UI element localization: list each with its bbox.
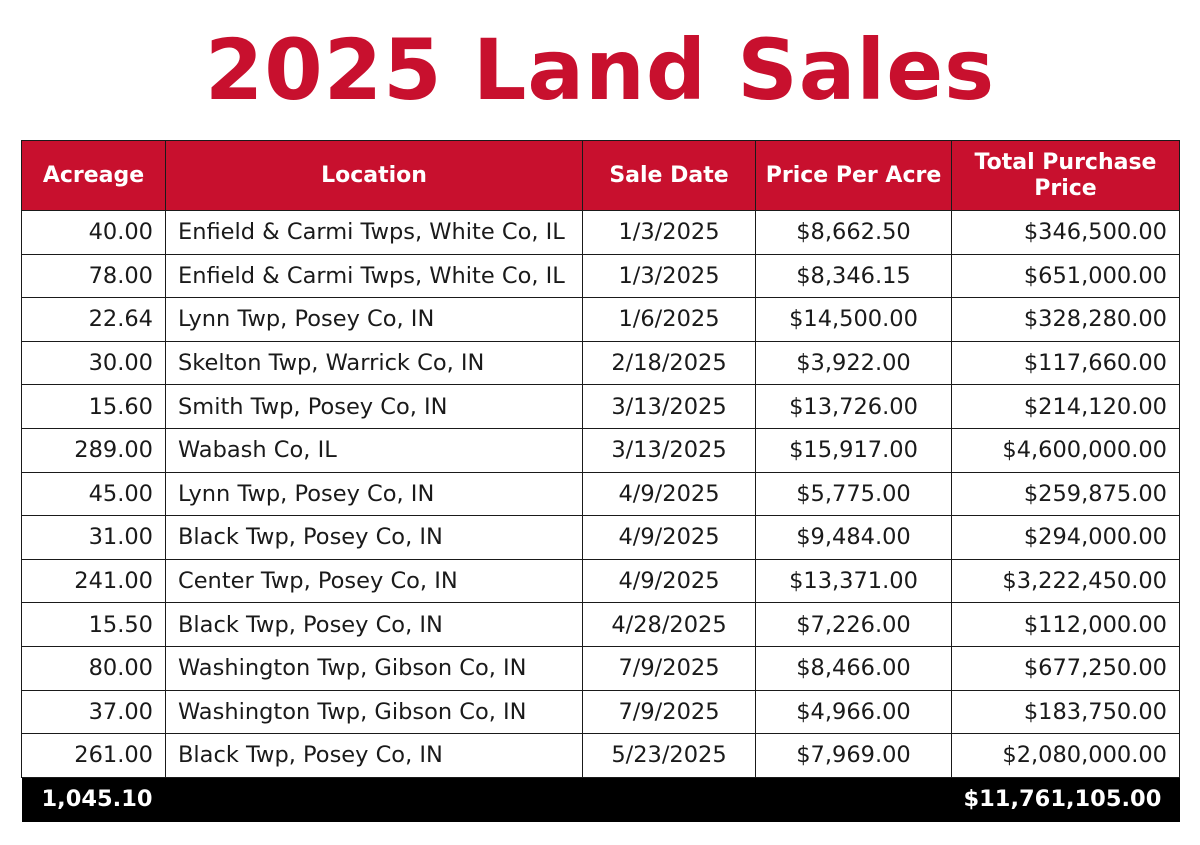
cell-total-purchase-price: $651,000.00 bbox=[951, 253, 1180, 299]
cell-price-per-acre: $8,466.00 bbox=[755, 645, 952, 691]
cell-sale-date: 7/9/2025 bbox=[582, 645, 756, 691]
cell-location: Lynn Twp, Posey Co, IN bbox=[165, 471, 583, 517]
cell-price-per-acre: $8,662.50 bbox=[755, 210, 952, 255]
table-row: 22.64 Lynn Twp, Posey Co, IN 1/6/2025 $14,5… bbox=[21, 297, 1180, 342]
totals-spacer bbox=[165, 776, 583, 822]
cell-acreage: 261.00 bbox=[21, 733, 166, 778]
cell-location: Black Twp, Posey Co, IN bbox=[165, 515, 583, 560]
cell-sale-date: 7/9/2025 bbox=[582, 689, 756, 735]
cell-acreage: 80.00 bbox=[21, 645, 166, 691]
cell-price-per-acre: $13,371.00 bbox=[755, 558, 952, 604]
cell-acreage: 289.00 bbox=[21, 427, 166, 473]
cell-price-per-acre: $3,922.00 bbox=[755, 340, 952, 386]
table-row: 40.00 Enfield & Carmi Twps, White Co, IL 1… bbox=[21, 210, 1180, 255]
cell-price-per-acre: $15,917.00 bbox=[755, 427, 952, 473]
header-acreage: Acreage bbox=[21, 140, 166, 211]
cell-location: Black Twp, Posey Co, IN bbox=[165, 733, 583, 778]
table-row: 45.00 Lynn Twp, Posey Co, IN 4/9/2025 $5,77… bbox=[21, 471, 1180, 517]
table-row: 241.00 Center Twp, Posey Co, IN 4/9/2025 $1… bbox=[21, 558, 1180, 604]
total-acreage: 1,045.10 bbox=[21, 776, 166, 822]
cell-acreage: 30.00 bbox=[21, 340, 166, 386]
cell-sale-date: 1/3/2025 bbox=[582, 210, 756, 255]
table-header-row: Acreage Location Sale Date Price Per Acr… bbox=[21, 140, 1180, 211]
cell-total-purchase-price: $117,660.00 bbox=[951, 340, 1180, 386]
cell-sale-date: 3/13/2025 bbox=[582, 384, 756, 429]
cell-sale-date: 5/23/2025 bbox=[582, 733, 756, 778]
cell-acreage: 40.00 bbox=[21, 210, 166, 255]
cell-sale-date: 4/9/2025 bbox=[582, 471, 756, 517]
cell-sale-date: 4/28/2025 bbox=[582, 602, 756, 647]
cell-acreage: 241.00 bbox=[21, 558, 166, 604]
cell-sale-date: 3/13/2025 bbox=[582, 427, 756, 473]
table-row: 80.00 Washington Twp, Gibson Co, IN 7/9/20… bbox=[21, 645, 1180, 691]
cell-acreage: 15.50 bbox=[21, 602, 166, 647]
cell-price-per-acre: $5,775.00 bbox=[755, 471, 952, 517]
page-title: 2025 Land Sales bbox=[204, 21, 996, 119]
table-row: 289.00 Wabash Co, IL 3/13/2025 $15,917.00 $4… bbox=[21, 427, 1180, 473]
cell-total-purchase-price: $2,080,000.00 bbox=[951, 733, 1180, 778]
cell-total-purchase-price: $214,120.00 bbox=[951, 384, 1180, 429]
table-row: 37.00 Washington Twp, Gibson Co, IN 7/9/20… bbox=[21, 689, 1180, 735]
totals-spacer bbox=[755, 776, 952, 822]
cell-total-purchase-price: $677,250.00 bbox=[951, 645, 1180, 691]
cell-sale-date: 4/9/2025 bbox=[582, 515, 756, 560]
table-row: 261.00 Black Twp, Posey Co, IN 5/23/2025 $7… bbox=[21, 733, 1180, 778]
table-row: 78.00 Enfield & Carmi Twps, White Co, IL 1… bbox=[21, 253, 1180, 299]
cell-price-per-acre: $7,226.00 bbox=[755, 602, 952, 647]
cell-sale-date: 2/18/2025 bbox=[582, 340, 756, 386]
cell-price-per-acre: $14,500.00 bbox=[755, 297, 952, 342]
cell-total-purchase-price: $183,750.00 bbox=[951, 689, 1180, 735]
cell-location: Washington Twp, Gibson Co, IN bbox=[165, 645, 583, 691]
cell-total-purchase-price: $4,600,000.00 bbox=[951, 427, 1180, 473]
cell-location: Wabash Co, IL bbox=[165, 427, 583, 473]
cell-acreage: 31.00 bbox=[21, 515, 166, 560]
cell-price-per-acre: $4,966.00 bbox=[755, 689, 952, 735]
cell-price-per-acre: $8,346.15 bbox=[755, 253, 952, 299]
cell-acreage: 37.00 bbox=[21, 689, 166, 735]
cell-location: Enfield & Carmi Twps, White Co, IL bbox=[165, 210, 583, 255]
cell-sale-date: 1/6/2025 bbox=[582, 297, 756, 342]
table-body: 40.00 Enfield & Carmi Twps, White Co, IL 1… bbox=[21, 210, 1180, 778]
cell-location: Enfield & Carmi Twps, White Co, IL bbox=[165, 253, 583, 299]
cell-total-purchase-price: $294,000.00 bbox=[951, 515, 1180, 560]
table-row: 15.50 Black Twp, Posey Co, IN 4/28/2025 $7,… bbox=[21, 602, 1180, 647]
cell-acreage: 22.64 bbox=[21, 297, 166, 342]
cell-sale-date: 4/9/2025 bbox=[582, 558, 756, 604]
table-row: 31.00 Black Twp, Posey Co, IN 4/9/2025 $9,4… bbox=[21, 515, 1180, 560]
cell-location: Smith Twp, Posey Co, IN bbox=[165, 384, 583, 429]
table-row: 15.60 Smith Twp, Posey Co, IN 3/13/2025 $13… bbox=[21, 384, 1180, 429]
cell-acreage: 15.60 bbox=[21, 384, 166, 429]
table-row: 30.00 Skelton Twp, Warrick Co, IN 2/18/202… bbox=[21, 340, 1180, 386]
cell-total-purchase-price: $346,500.00 bbox=[951, 210, 1180, 255]
header-total-purchase-price: Total Purchase Price bbox=[951, 140, 1180, 211]
cell-acreage: 45.00 bbox=[21, 471, 166, 517]
cell-total-purchase-price: $112,000.00 bbox=[951, 602, 1180, 647]
cell-acreage: 78.00 bbox=[21, 253, 166, 299]
cell-total-purchase-price: $259,875.00 bbox=[951, 471, 1180, 517]
header-price-per-acre: Price Per Acre bbox=[755, 140, 952, 211]
totals-spacer bbox=[582, 776, 756, 822]
cell-price-per-acre: $13,726.00 bbox=[755, 384, 952, 429]
total-purchase-price: $11,761,105.00 bbox=[951, 776, 1180, 822]
cell-location: Black Twp, Posey Co, IN bbox=[165, 602, 583, 647]
cell-sale-date: 1/3/2025 bbox=[582, 253, 756, 299]
cell-total-purchase-price: $3,222,450.00 bbox=[951, 558, 1180, 604]
cell-total-purchase-price: $328,280.00 bbox=[951, 297, 1180, 342]
cell-location: Lynn Twp, Posey Co, IN bbox=[165, 297, 583, 342]
cell-location: Center Twp, Posey Co, IN bbox=[165, 558, 583, 604]
totals-row: 1,045.10 $11,761,105.00 bbox=[21, 776, 1180, 822]
cell-location: Skelton Twp, Warrick Co, IN bbox=[165, 340, 583, 386]
header-location: Location bbox=[165, 140, 583, 211]
land-sales-table: Acreage Location Sale Date Price Per Acr… bbox=[21, 140, 1180, 822]
header-sale-date: Sale Date bbox=[582, 140, 756, 211]
cell-price-per-acre: $7,969.00 bbox=[755, 733, 952, 778]
cell-price-per-acre: $9,484.00 bbox=[755, 515, 952, 560]
cell-location: Washington Twp, Gibson Co, IN bbox=[165, 689, 583, 735]
